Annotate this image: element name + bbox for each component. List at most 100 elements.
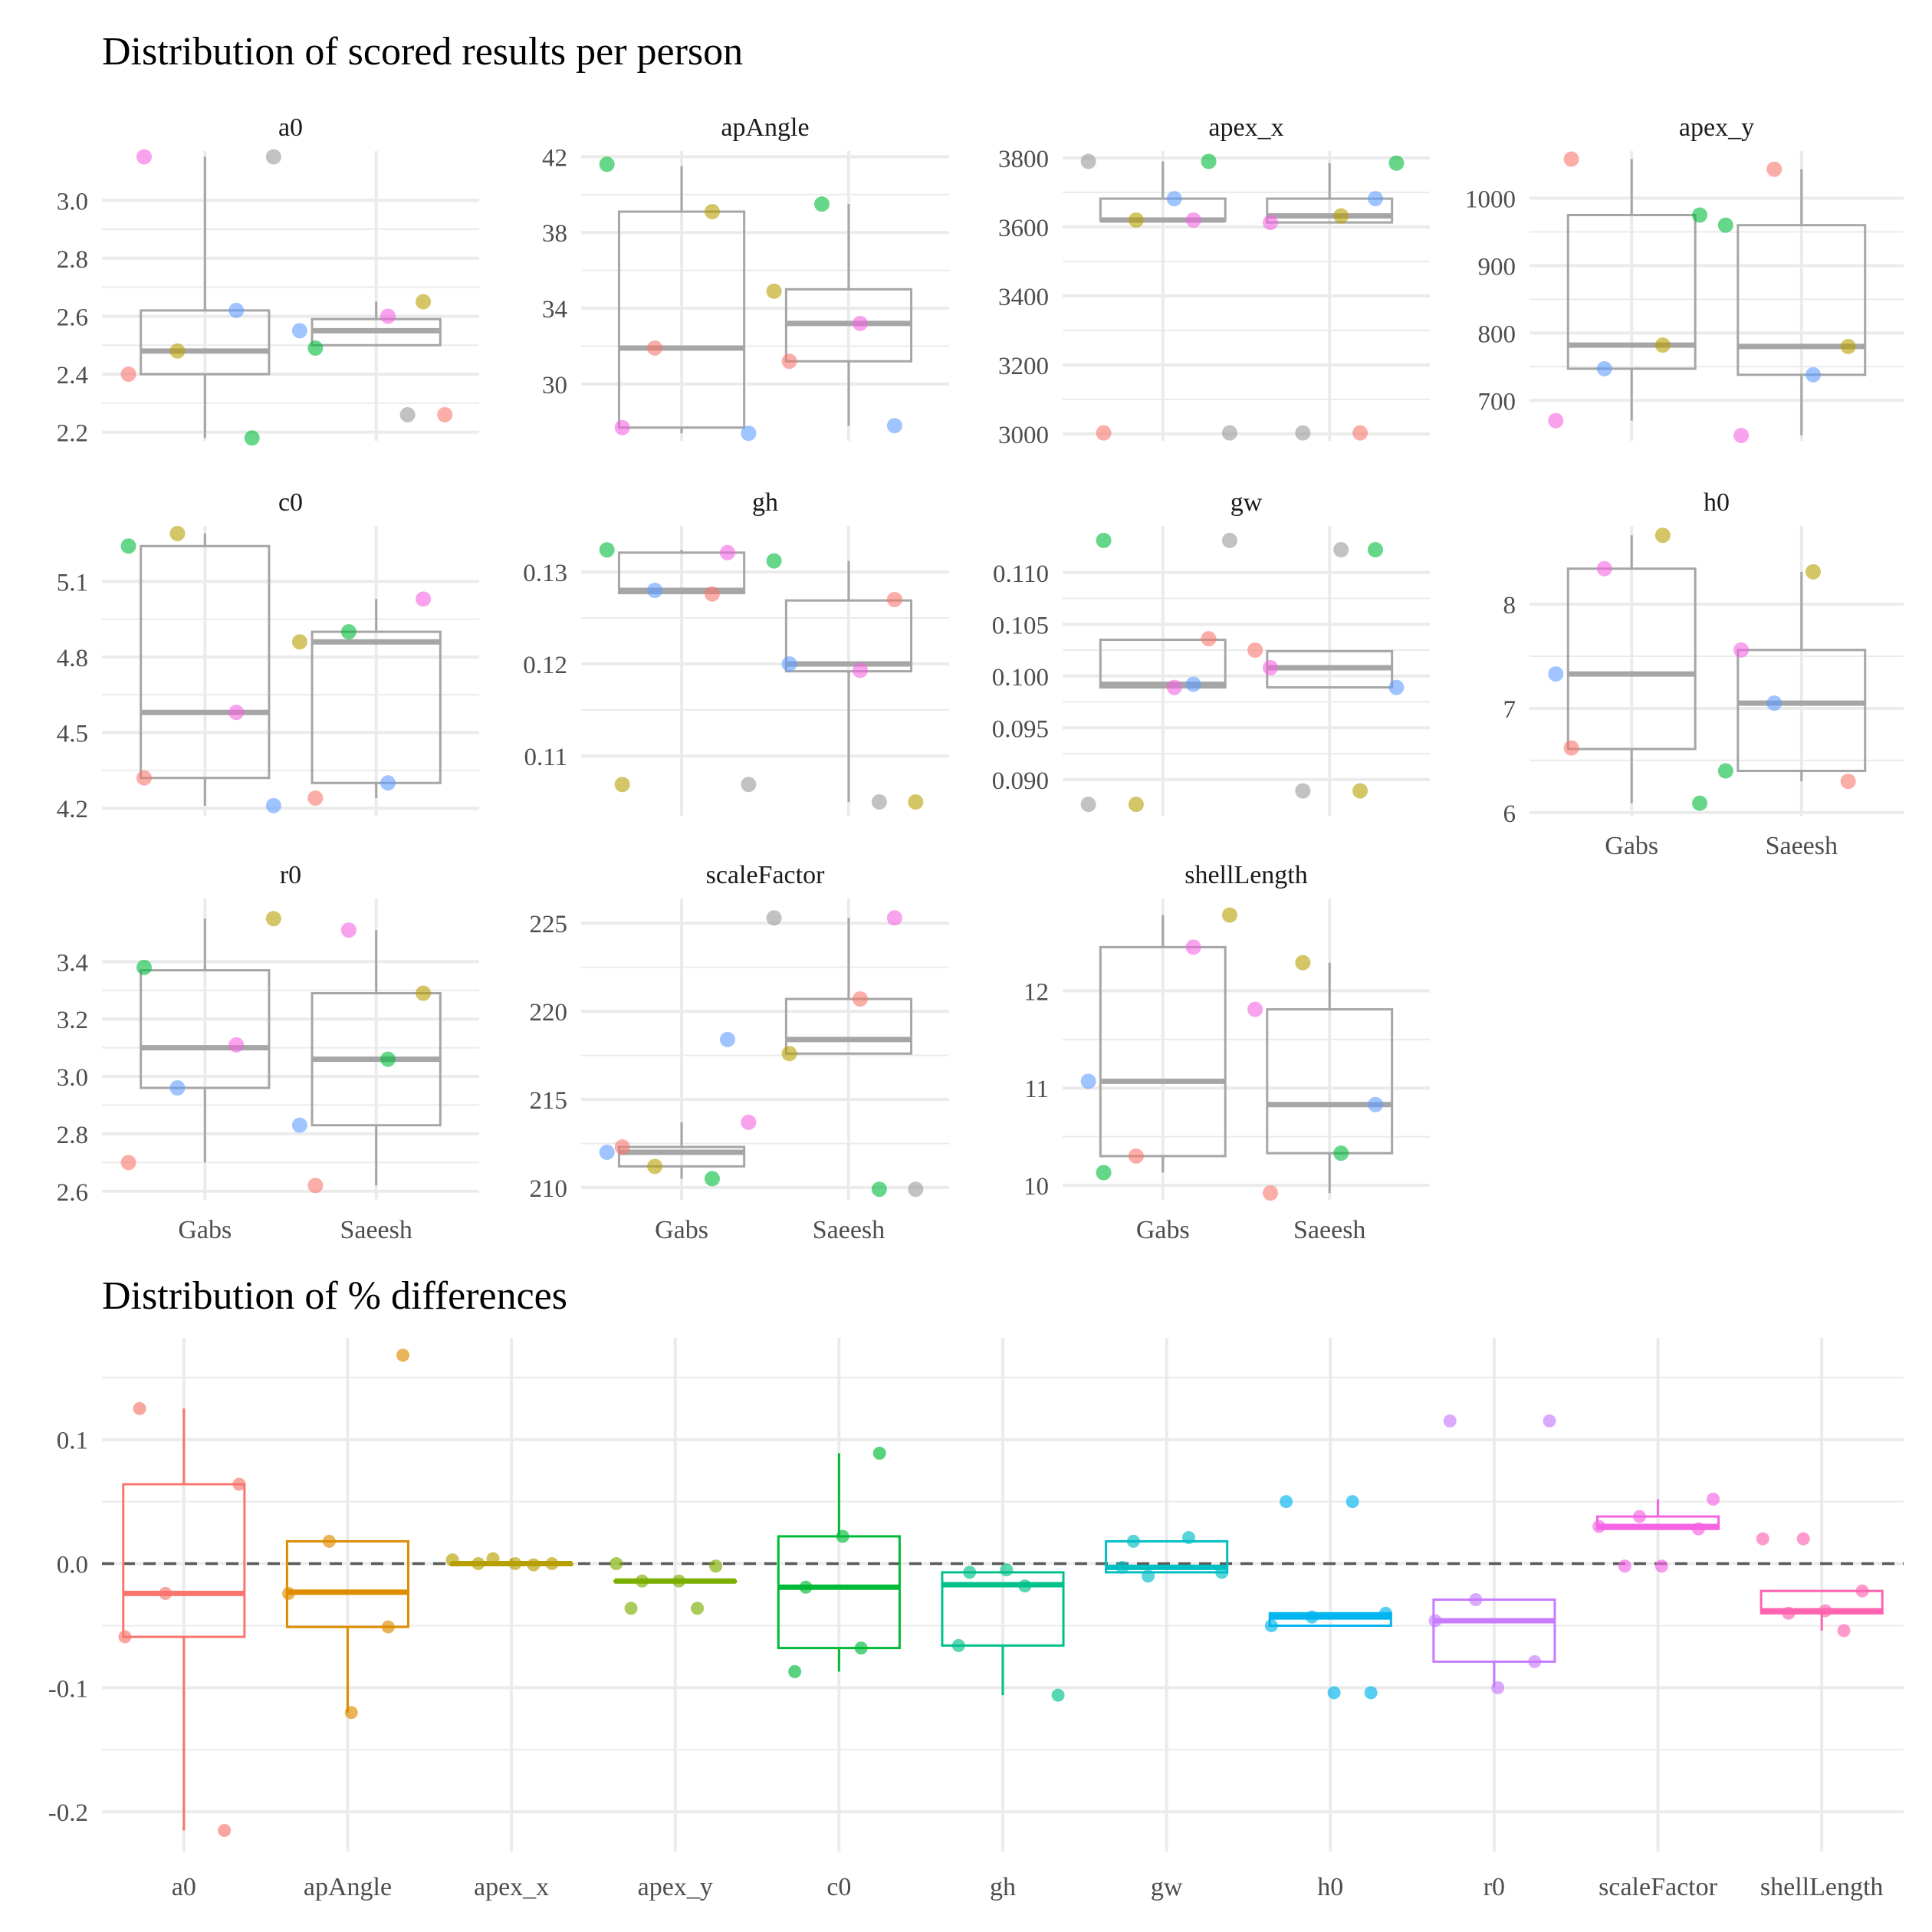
data-point <box>1221 907 1237 923</box>
data-point <box>635 1574 649 1588</box>
y-tick-label: 0.0 <box>57 1552 88 1579</box>
x-tick-label: Gabs <box>178 1216 232 1244</box>
box-iqr <box>140 969 271 1089</box>
data-point <box>1295 425 1311 441</box>
data-point <box>1717 217 1733 233</box>
data-point <box>691 1602 705 1615</box>
box-iqr <box>1099 639 1227 689</box>
y-tick-label: 10 <box>1024 1173 1049 1201</box>
data-point <box>1528 1654 1542 1668</box>
data-point <box>1378 1606 1392 1620</box>
facet-title: h0 <box>1704 488 1730 517</box>
data-point <box>1128 1148 1144 1164</box>
data-point <box>704 204 720 220</box>
y-tick-label: 0.1 <box>57 1428 88 1455</box>
data-point <box>1264 1618 1278 1632</box>
y-tick-label: 34 <box>542 296 567 324</box>
data-point <box>614 1139 630 1155</box>
data-point <box>1128 797 1144 813</box>
data-point <box>1352 425 1368 441</box>
data-point <box>344 1706 358 1720</box>
data-point <box>1364 1686 1378 1700</box>
facet-title: gh <box>752 488 778 517</box>
data-point <box>527 1558 540 1572</box>
box-iqr <box>1266 197 1394 224</box>
data-point <box>1368 191 1384 207</box>
data-point <box>228 1037 245 1053</box>
data-point <box>416 985 432 1001</box>
data-point <box>836 1530 849 1543</box>
x-tick-label: Saeesh <box>1293 1216 1365 1244</box>
y-tick-label: 4.8 <box>57 645 88 672</box>
data-point <box>1346 1495 1359 1509</box>
data-point <box>265 149 281 165</box>
x-tick-label: shellLength <box>1760 1873 1884 1901</box>
box-iqr <box>140 309 271 376</box>
facet-apex_y: 700 800 900 1000 apex_y <box>1465 113 1904 443</box>
data-point <box>380 775 396 791</box>
data-point <box>486 1552 500 1566</box>
data-point <box>1733 642 1750 658</box>
box-iqr <box>140 544 271 780</box>
data-point <box>1116 1560 1129 1574</box>
data-point <box>1654 1559 1668 1573</box>
y-tick-label: 4.2 <box>57 796 88 823</box>
x-tick-label: Saeesh <box>813 1216 885 1244</box>
y-tick-label: 3.0 <box>57 188 88 215</box>
data-point <box>1692 207 1708 223</box>
data-point <box>799 1580 813 1594</box>
box-iqr <box>617 1145 746 1168</box>
data-point <box>908 794 924 810</box>
data-point <box>307 340 324 356</box>
y-tick-label: 2.8 <box>57 246 88 274</box>
facet-title: c0 <box>278 488 303 517</box>
bottom-plot-title: Distribution of % differences <box>102 1274 567 1318</box>
box-iqr <box>784 997 913 1055</box>
facet-title: scaleFactor <box>706 861 825 889</box>
data-point <box>1717 763 1733 779</box>
data-point <box>1837 1624 1851 1638</box>
data-point <box>218 1823 232 1837</box>
y-tick-label: 0.13 <box>523 560 567 587</box>
data-point <box>1782 1606 1796 1620</box>
data-point <box>1840 774 1856 790</box>
box-iqr <box>285 1539 409 1628</box>
data-point <box>1305 1610 1319 1624</box>
y-tick-label: 225 <box>530 911 568 938</box>
diff-panel-layer: -0.2 -0.1 0.0 0.1 a0 apAngle apex_x apex_y c0 gh g… <box>48 1338 1904 1901</box>
data-point <box>396 1349 410 1362</box>
data-point <box>1855 1584 1869 1598</box>
data-point <box>340 624 356 640</box>
data-point <box>1733 427 1750 443</box>
data-point <box>232 1477 246 1491</box>
x-tick-label: gw <box>1151 1873 1183 1901</box>
box-iqr <box>1566 567 1697 751</box>
data-point <box>1596 560 1612 577</box>
facet-title: gw <box>1230 488 1263 517</box>
data-point <box>1388 155 1405 171</box>
data-point <box>1388 679 1405 695</box>
data-point <box>1018 1579 1032 1593</box>
data-point <box>599 1144 615 1160</box>
data-point <box>118 1630 132 1644</box>
y-tick-label: 3.4 <box>57 949 88 977</box>
y-tick-label: 6 <box>1503 800 1516 828</box>
data-point <box>886 910 902 926</box>
data-point <box>1368 1096 1384 1112</box>
y-tick-label: 0.12 <box>523 652 567 679</box>
data-point <box>1592 1520 1606 1533</box>
data-point <box>1128 212 1144 228</box>
box-iqr <box>1266 1008 1394 1155</box>
data-point <box>1443 1414 1457 1428</box>
facet-apAngle: 30 34 38 42 apAngle <box>542 113 949 442</box>
y-tick-label: 0.110 <box>993 560 1049 588</box>
data-point <box>741 1114 757 1130</box>
data-point <box>886 592 902 607</box>
data-point <box>1215 1566 1229 1579</box>
box-iqr <box>1099 945 1227 1158</box>
data-point <box>704 586 720 602</box>
top-plot-title: Distribution of scored results per perso… <box>102 30 743 74</box>
data-point <box>1333 1145 1349 1162</box>
data-point <box>291 634 307 650</box>
